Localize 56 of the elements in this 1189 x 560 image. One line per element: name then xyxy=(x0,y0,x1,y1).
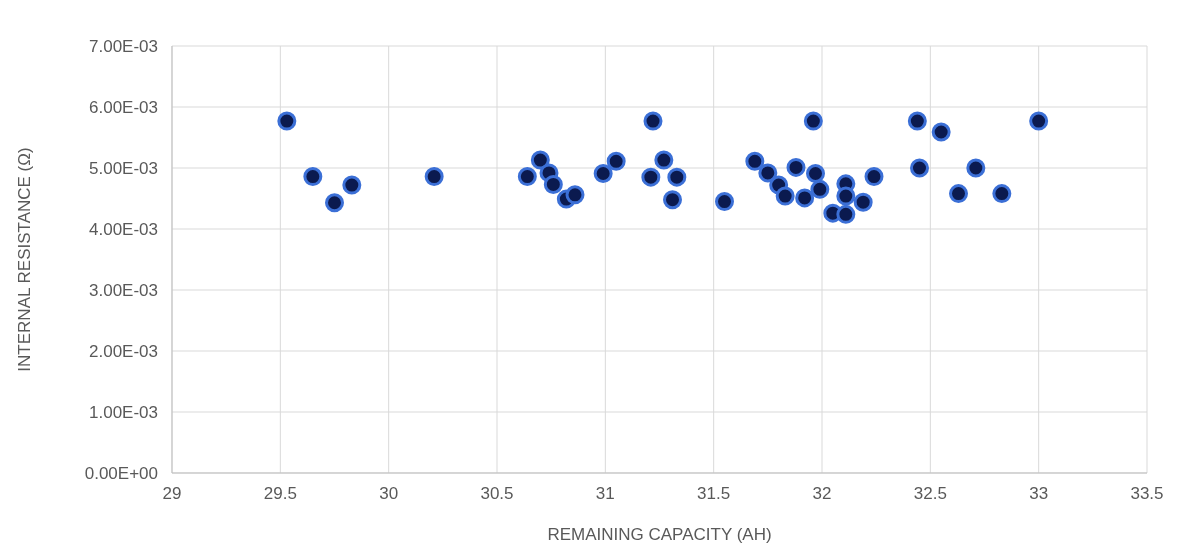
point xyxy=(966,158,986,178)
point xyxy=(806,163,825,183)
point xyxy=(864,167,884,187)
point xyxy=(606,151,626,171)
x-tick-label: 31 xyxy=(595,484,615,503)
y-axis-title: INTERNAL RESISTANCE (Ω) xyxy=(15,147,34,372)
x-tick-label: 30 xyxy=(379,484,399,503)
y-tick-label: 5.00E-03 xyxy=(89,158,158,178)
point xyxy=(517,167,537,187)
y-tick-label: 4.00E-03 xyxy=(89,219,158,239)
y-tick-label: 3.00E-03 xyxy=(89,280,158,300)
point xyxy=(303,167,323,187)
point xyxy=(325,193,344,213)
x-tick-label: 29.5 xyxy=(263,484,297,503)
point xyxy=(910,158,929,178)
x-tick-label: 33 xyxy=(1029,484,1049,503)
y-tick-label: 1.00E-03 xyxy=(89,402,158,422)
point xyxy=(836,204,856,224)
x-axis-title: REMAINING CAPACITY (AH) xyxy=(547,525,772,544)
point xyxy=(565,185,585,205)
y-tick-label: 0.00E+00 xyxy=(84,463,158,483)
x-tick-label: 30.5 xyxy=(480,484,514,503)
point xyxy=(715,192,734,212)
point xyxy=(775,186,795,206)
y-tick-label: 6.00E-03 xyxy=(89,97,158,117)
point xyxy=(907,111,927,131)
x-tick-label: 29 xyxy=(162,484,182,503)
point xyxy=(530,150,550,170)
point xyxy=(277,111,297,131)
y-tick-label: 2.00E-03 xyxy=(89,341,158,361)
x-tick-label: 31.5 xyxy=(697,484,731,503)
point xyxy=(654,150,674,170)
point xyxy=(810,179,830,199)
point xyxy=(641,167,661,187)
point xyxy=(543,174,563,194)
point xyxy=(836,186,856,206)
point xyxy=(786,157,806,177)
point xyxy=(663,190,682,210)
point xyxy=(803,111,823,131)
point xyxy=(1029,111,1049,131)
point xyxy=(758,163,778,183)
x-tick-label: 32.5 xyxy=(913,484,947,503)
point xyxy=(342,175,362,195)
point xyxy=(643,111,663,131)
point xyxy=(992,184,1012,204)
point xyxy=(593,163,613,183)
point xyxy=(853,192,873,212)
y-tick-label: 7.00E-03 xyxy=(89,36,158,56)
x-tick-label: 33.5 xyxy=(1130,484,1164,503)
point xyxy=(745,151,765,171)
point xyxy=(795,188,815,208)
point xyxy=(931,122,951,142)
point xyxy=(949,184,968,204)
x-tick-label: 32 xyxy=(812,484,832,503)
point xyxy=(667,167,687,187)
point xyxy=(424,167,444,187)
